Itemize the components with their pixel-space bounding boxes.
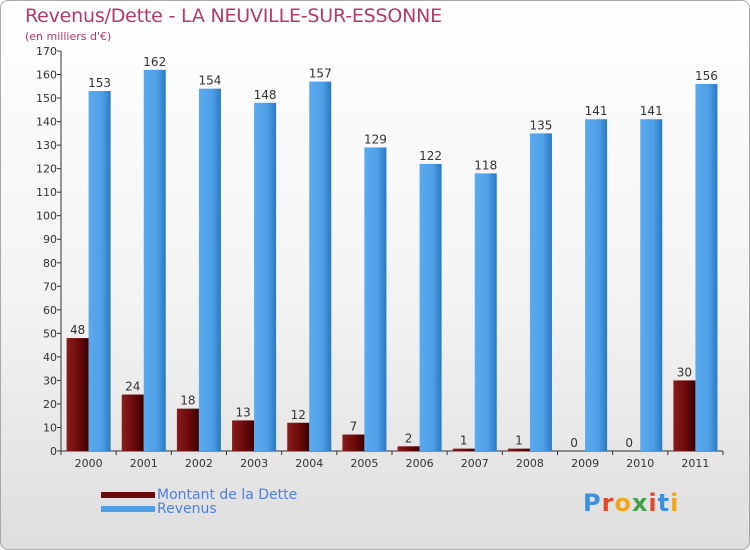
data-label-dette: 12 bbox=[291, 408, 306, 422]
x-tick-label: 2003 bbox=[240, 457, 268, 470]
data-label-dette: 1 bbox=[460, 434, 468, 448]
logo-letter: i bbox=[648, 489, 658, 517]
data-label-dette: 0 bbox=[570, 436, 578, 450]
legend-label-revenus: Revenus bbox=[157, 501, 217, 517]
data-label-dette: 48 bbox=[70, 323, 85, 337]
x-tick-label: 2005 bbox=[350, 457, 378, 470]
legend-swatch-dette bbox=[101, 492, 155, 498]
data-label-revenus: 162 bbox=[143, 55, 166, 69]
data-label-revenus: 141 bbox=[640, 104, 663, 118]
data-labels: 48 153 24 162 18 154 13 148 12 157 7 129 2 122 1 118 1 13… bbox=[70, 55, 718, 450]
y-tick-label: 100 bbox=[36, 210, 57, 223]
bar-dette bbox=[397, 446, 420, 451]
chart-title: Revenus/Dette - LA NEUVILLE-SUR-ESSONNE bbox=[25, 5, 442, 27]
x-tick-label: 2009 bbox=[571, 457, 599, 470]
data-label-dette: 24 bbox=[125, 380, 140, 394]
bar-dette bbox=[342, 434, 365, 451]
logo-letter: t bbox=[657, 489, 671, 517]
y-tick-label: 10 bbox=[43, 421, 57, 434]
y-tick-label: 40 bbox=[43, 351, 57, 364]
x-tick-label: 2007 bbox=[461, 457, 489, 470]
bar-revenus bbox=[529, 133, 552, 451]
data-label-dette: 0 bbox=[625, 436, 633, 450]
bar-revenus bbox=[640, 119, 663, 451]
x-tick-label: 2001 bbox=[130, 457, 158, 470]
data-label-revenus: 141 bbox=[585, 104, 608, 118]
data-label-revenus: 154 bbox=[198, 74, 221, 88]
data-label-dette: 13 bbox=[235, 405, 250, 419]
y-tick-label: 140 bbox=[36, 116, 57, 129]
bar-revenus bbox=[474, 173, 497, 451]
bar-dette bbox=[452, 448, 475, 451]
y-tick-label: 20 bbox=[43, 398, 57, 411]
bar-dette bbox=[287, 422, 310, 451]
chart-subtitle: (en milliers d'€) bbox=[25, 30, 112, 43]
bar-dette bbox=[66, 338, 89, 451]
logo-letter: P bbox=[583, 489, 602, 517]
x-tick-label: 2002 bbox=[185, 457, 213, 470]
y-tick-label: 70 bbox=[43, 280, 57, 293]
data-label-dette: 7 bbox=[350, 420, 358, 434]
y-tick-label: 0 bbox=[50, 445, 57, 458]
bar-dette bbox=[232, 420, 255, 451]
logo-letter: o bbox=[614, 489, 632, 517]
data-label-revenus: 153 bbox=[88, 76, 111, 90]
data-label-revenus: 157 bbox=[309, 67, 332, 81]
bar-revenus bbox=[309, 81, 332, 452]
data-label-dette: 18 bbox=[180, 394, 195, 408]
bar-revenus bbox=[198, 88, 221, 451]
data-label-revenus: 129 bbox=[364, 132, 387, 146]
y-tick-label: 80 bbox=[43, 257, 57, 270]
data-label-dette: 1 bbox=[515, 434, 523, 448]
bar-dette bbox=[121, 394, 144, 451]
bar-revenus bbox=[364, 147, 387, 451]
y-tick-label: 30 bbox=[43, 374, 57, 387]
x-tick-label: 2006 bbox=[406, 457, 434, 470]
data-label-revenus: 156 bbox=[695, 69, 718, 83]
data-label-dette: 30 bbox=[677, 365, 692, 379]
logo-letter: x bbox=[631, 489, 649, 517]
y-tick-label: 150 bbox=[36, 92, 57, 105]
legend-label-dette: Montant de la Dette bbox=[157, 487, 298, 503]
bar-revenus bbox=[88, 91, 111, 451]
data-label-revenus: 148 bbox=[254, 88, 277, 102]
x-tick-label: 2000 bbox=[75, 457, 103, 470]
bar-dette bbox=[176, 408, 199, 451]
logo-letter: i bbox=[670, 489, 680, 517]
proxiti-logo: Proxiti bbox=[583, 489, 679, 517]
x-tick-label: 2008 bbox=[516, 457, 544, 470]
axes: 0102030405060708090100110120130140150160… bbox=[36, 45, 724, 470]
logo-letter: r bbox=[601, 489, 615, 517]
y-tick-label: 60 bbox=[43, 304, 57, 317]
bar-dette bbox=[507, 448, 530, 451]
bars bbox=[66, 69, 718, 452]
data-label-revenus: 135 bbox=[529, 118, 552, 132]
data-label-dette: 2 bbox=[405, 431, 413, 445]
bar-revenus bbox=[254, 102, 277, 451]
y-tick-label: 160 bbox=[36, 69, 57, 82]
legend-swatch-revenus bbox=[101, 506, 155, 512]
y-tick-label: 110 bbox=[36, 186, 57, 199]
data-label-revenus: 118 bbox=[474, 158, 497, 172]
y-tick-label: 90 bbox=[43, 233, 57, 246]
x-tick-label: 2011 bbox=[681, 457, 709, 470]
bar-dette bbox=[673, 380, 696, 451]
x-tick-label: 2010 bbox=[626, 457, 654, 470]
data-label-revenus: 122 bbox=[419, 149, 442, 163]
y-tick-label: 170 bbox=[36, 45, 57, 58]
y-tick-label: 120 bbox=[36, 163, 57, 176]
x-tick-label: 2004 bbox=[295, 457, 323, 470]
bar-revenus bbox=[419, 163, 442, 452]
bar-revenus bbox=[585, 119, 608, 451]
y-tick-label: 130 bbox=[36, 139, 57, 152]
bar-revenus bbox=[695, 83, 718, 452]
y-tick-label: 50 bbox=[43, 327, 57, 340]
bar-revenus bbox=[143, 69, 166, 451]
